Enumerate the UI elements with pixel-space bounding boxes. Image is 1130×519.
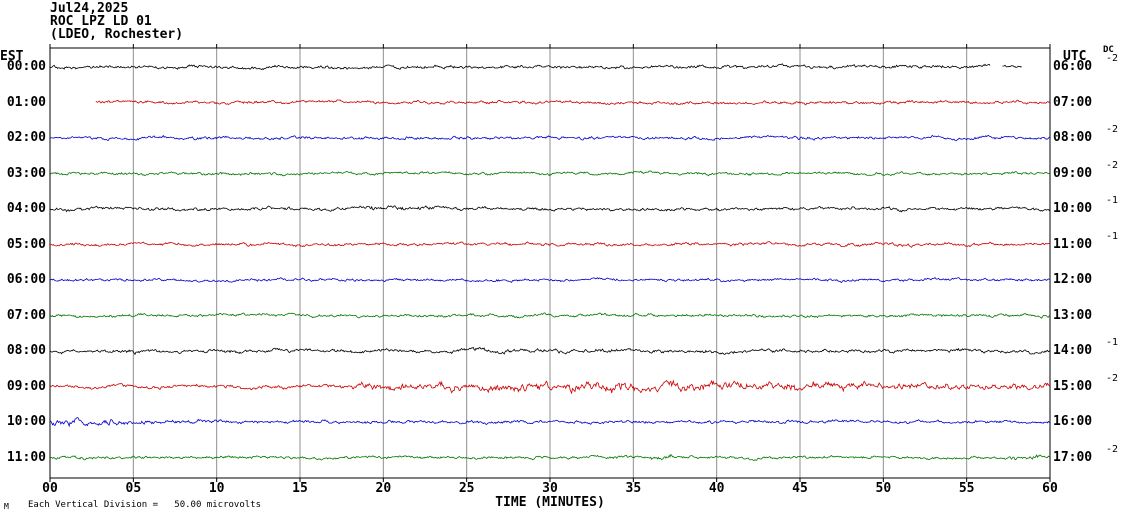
seismogram-trace	[95, 99, 1051, 106]
seismogram-trace	[49, 312, 1051, 319]
row-dc-value: -1	[1106, 195, 1119, 206]
seismogram-trace	[49, 134, 1051, 142]
row-dc-value: -2	[1106, 159, 1119, 171]
row-utc-label: 10:00	[1053, 201, 1093, 216]
row-est-label: 05:00	[6, 236, 46, 252]
seismogram-trace	[49, 379, 1051, 395]
x-tick-label: 55	[958, 481, 975, 496]
plot-border	[49, 47, 1051, 479]
row-dc-value: -1	[1106, 337, 1119, 348]
row-est-label: 11:00	[6, 449, 46, 465]
x-tick-label: 05	[125, 481, 142, 496]
traces	[49, 63, 1051, 461]
x-tick-label: 40	[708, 481, 725, 496]
row-utc-label: 12:00	[1053, 272, 1093, 287]
row-utc-label: 13:00	[1053, 307, 1093, 323]
x-axis-title: TIME (MINUTES)	[495, 495, 605, 510]
row-est-label: 04:00	[6, 201, 46, 216]
row-est-label: 00:00	[6, 59, 46, 74]
seismogram-trace	[49, 240, 1051, 248]
seismogram-trace	[49, 63, 1022, 71]
row-est-label: 09:00	[6, 378, 46, 394]
dc-column-label: DC	[1103, 45, 1114, 55]
row-utc-label: 07:00	[1053, 94, 1093, 110]
row-dc-value: -2	[1106, 124, 1119, 135]
x-tick-label: 45	[792, 481, 808, 496]
x-tick-label: 20	[375, 481, 392, 496]
left-timezone-label: EST	[0, 49, 24, 64]
x-tick-label: 60	[1042, 481, 1058, 496]
network-label: (LDEO, Rochester)	[50, 27, 184, 42]
x-tick-label: 15	[292, 481, 308, 496]
row-dc-value: -1	[1106, 230, 1119, 242]
seismogram-trace	[49, 205, 1051, 213]
row-utc-label: 16:00	[1053, 414, 1093, 429]
row-est-label: 03:00	[6, 165, 46, 181]
x-tick-label: 50	[875, 481, 892, 496]
x-tick-label: 35	[625, 481, 642, 496]
x-tick-label: 30	[542, 481, 558, 496]
row-utc-label: 11:00	[1053, 236, 1093, 252]
row-dc-value: -2	[1106, 53, 1119, 64]
scale-note: Each Vertical Division = 50.00 microvolt…	[28, 500, 261, 510]
x-tick-label: 00	[42, 481, 58, 496]
row-est-label: 08:00	[6, 343, 46, 358]
seismogram-trace	[49, 276, 1051, 283]
row-dc-value: -2	[1106, 372, 1119, 384]
row-utc-label: 17:00	[1053, 449, 1093, 465]
seismogram-trace	[49, 170, 1051, 177]
grid-lines	[132, 48, 968, 478]
row-est-label: 01:00	[6, 94, 46, 110]
row-est-label: 06:00	[6, 272, 46, 287]
row-utc-label: 08:00	[1053, 130, 1093, 145]
seismogram-trace	[49, 417, 1051, 428]
row-utc-label: 14:00	[1053, 343, 1093, 358]
x-tick-label: 25	[458, 481, 475, 496]
row-est-label: 02:00	[6, 130, 46, 145]
date-label: Jul24,2025	[50, 1, 129, 16]
station-label: ROC LPZ LD 01	[50, 14, 152, 29]
row-est-label: 10:00	[6, 414, 46, 429]
row-est-label: 07:00	[6, 307, 46, 323]
row-utc-label: 15:00	[1053, 378, 1093, 394]
right-timezone-label: UTC	[1063, 49, 1087, 64]
footer-marker: M	[4, 502, 9, 511]
x-tick-label: 10	[208, 481, 225, 496]
seismogram-trace	[49, 453, 1051, 461]
row-utc-label: 06:00	[1053, 59, 1093, 74]
row-dc-value: -2	[1106, 443, 1119, 455]
seismogram-trace	[49, 346, 1051, 356]
row-utc-label: 09:00	[1053, 165, 1093, 181]
axis-tick-marks	[49, 44, 1051, 482]
